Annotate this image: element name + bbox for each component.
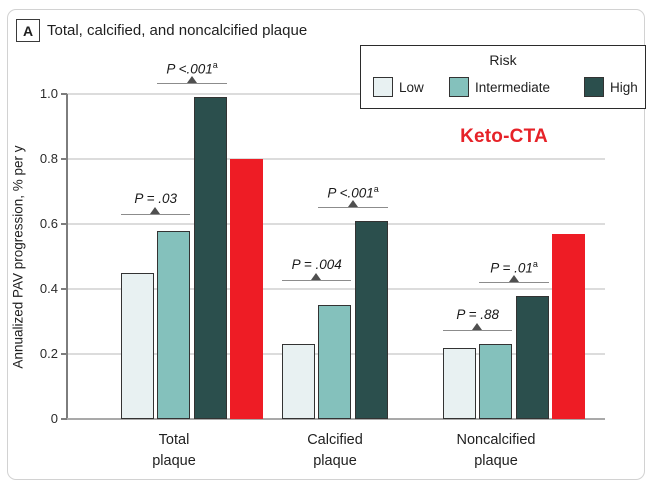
pvalue-line xyxy=(318,207,388,209)
pvalue-label: P = .88 xyxy=(456,307,500,322)
y-tick-label: 0.6 xyxy=(39,215,58,231)
bar-keto-cta-group0 xyxy=(230,159,264,419)
bar-intermediate-group2 xyxy=(479,344,513,419)
bar-high-group1 xyxy=(354,220,388,419)
pvalue-line xyxy=(282,280,352,282)
legend-title: Risk xyxy=(489,52,517,68)
legend-item-high: High xyxy=(584,77,638,97)
y-tick-label: 0.2 xyxy=(39,345,58,361)
pvalue-line xyxy=(479,282,549,284)
x-category-label: Total plaque xyxy=(152,432,196,469)
high-risk-swatch xyxy=(584,77,604,97)
y-tick-label: 0.4 xyxy=(39,280,58,296)
x-category-label: Noncalcified plaque xyxy=(456,432,536,469)
y-tick-mark xyxy=(61,288,67,290)
pvalue-caret-icon xyxy=(508,274,519,282)
y-tick-mark xyxy=(61,418,67,420)
pvalue-line xyxy=(121,214,191,216)
pvalue-line xyxy=(157,83,227,85)
panel-label: A xyxy=(16,19,40,42)
bar-low-group1 xyxy=(282,344,315,419)
pvalue-label: P = .03 xyxy=(134,191,178,206)
x-category-label: Calcified plaque xyxy=(307,432,363,469)
legend-label-low: Low xyxy=(399,79,424,95)
y-tick-mark xyxy=(61,223,67,225)
gridline xyxy=(67,288,605,290)
bar-keto-cta-group2 xyxy=(552,233,586,419)
pvalue-label: P = .004 xyxy=(291,257,342,272)
bar-low-group2 xyxy=(443,347,476,419)
pvalue-caret-icon xyxy=(347,199,358,207)
intermediate-risk-swatch xyxy=(449,77,469,97)
pvalue-caret-icon xyxy=(186,75,197,83)
y-tick-mark xyxy=(61,93,67,95)
y-tick-mark xyxy=(61,353,67,355)
y-tick-label: 0 xyxy=(50,410,58,426)
gridline xyxy=(67,158,605,160)
legend-label-high: High xyxy=(610,79,638,95)
pvalue-line xyxy=(443,330,513,332)
figure-title: Total, calcified, and noncalcified plaqu… xyxy=(47,22,308,39)
gridline xyxy=(67,223,605,225)
pvalue-caret-icon xyxy=(150,206,161,214)
pvalue-caret-icon xyxy=(311,272,322,280)
keto-cta-label: Keto-CTA xyxy=(460,126,548,147)
y-axis-line xyxy=(66,94,68,419)
y-tick-mark xyxy=(61,158,67,160)
bar-low-group0 xyxy=(121,272,154,419)
bar-high-group0 xyxy=(193,97,227,419)
legend-item-low: Low xyxy=(373,77,424,97)
legend: Risk Low Intermediate High xyxy=(360,45,646,109)
y-tick-label: 1.0 xyxy=(39,85,58,101)
pvalue-label: P = .01a xyxy=(490,259,538,276)
bar-high-group2 xyxy=(515,295,549,419)
pvalue-label: P <.001a xyxy=(166,60,218,77)
y-tick-label: 0.8 xyxy=(39,150,58,166)
pvalue-label: P <.001a xyxy=(327,184,379,201)
x-axis-line xyxy=(67,418,605,420)
bar-intermediate-group0 xyxy=(157,230,191,419)
legend-label-intermediate: Intermediate xyxy=(475,79,551,95)
legend-item-intermediate: Intermediate xyxy=(449,77,550,97)
low-risk-swatch xyxy=(373,77,393,97)
pvalue-caret-icon xyxy=(472,322,483,330)
gridline xyxy=(67,93,605,95)
bar-intermediate-group1 xyxy=(318,305,352,419)
